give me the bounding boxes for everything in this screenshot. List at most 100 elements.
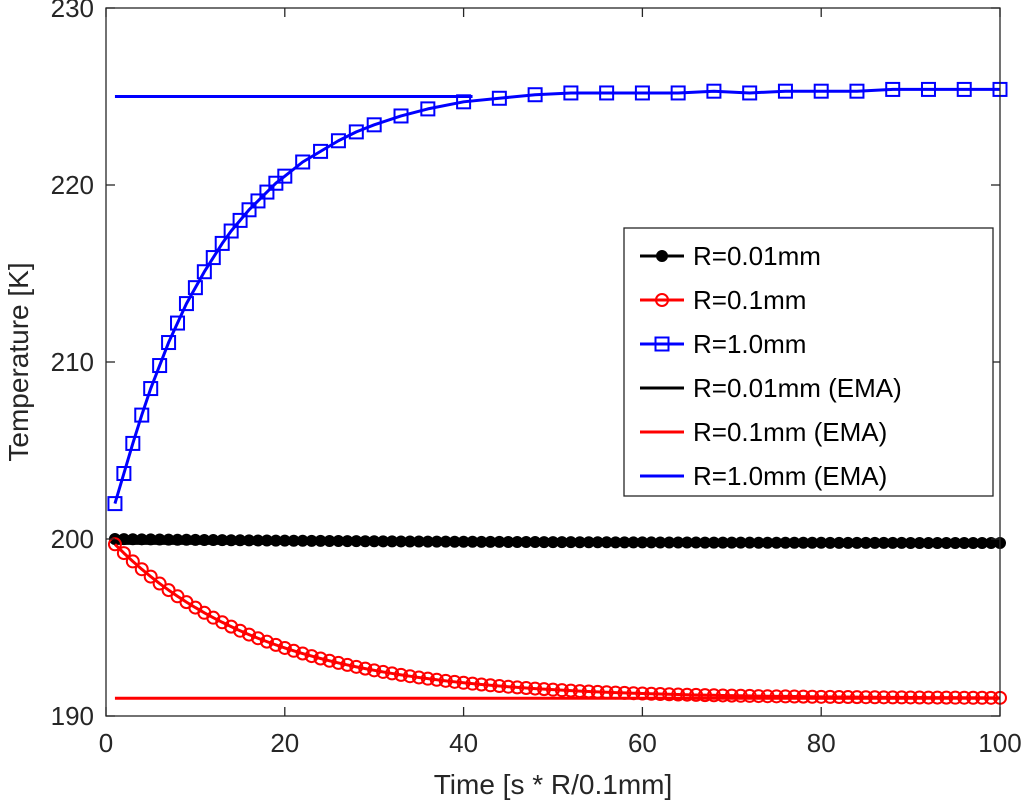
data-point [170, 315, 186, 331]
data-point [617, 685, 632, 700]
x-tick-label: 0 [99, 728, 113, 758]
legend-label: R=1.0mm (EMA) [693, 461, 887, 491]
data-point [116, 546, 131, 561]
data-point [116, 466, 132, 482]
data-point [975, 690, 990, 705]
y-axis-label: Temperature [K] [3, 262, 34, 461]
data-point [348, 124, 364, 140]
data-point [376, 664, 391, 679]
data-point [948, 690, 963, 705]
data-point [563, 85, 579, 101]
data-point [107, 496, 123, 512]
data-point [492, 679, 507, 694]
legend-marker [655, 293, 669, 307]
data-point [697, 688, 712, 703]
series-line [113, 543, 1001, 700]
tick-layer: 0 20 40 60 80 100 190 200 210 220 230 [51, 0, 1022, 758]
data-point [340, 657, 355, 672]
data-point [241, 202, 257, 218]
y-tick-label: 190 [51, 701, 94, 731]
data-point [196, 264, 212, 280]
data-point [367, 663, 382, 678]
data-point [152, 358, 168, 374]
legend: R=0.01mm R=0.1mm R=1.0mm R=0.01mm (EMA) R=0.… [623, 227, 994, 497]
data-point [769, 689, 784, 704]
data-point [295, 154, 311, 170]
data-point [152, 576, 167, 591]
data-point [358, 661, 373, 676]
data-point [491, 90, 507, 106]
data-point [411, 670, 426, 685]
y-tick-label: 220 [51, 170, 94, 200]
data-point [921, 690, 936, 705]
data-point [563, 683, 578, 698]
data-point [394, 667, 409, 682]
data-point [849, 690, 864, 705]
legend-item-2: R=1.0mm [640, 329, 806, 359]
data-point [805, 689, 820, 704]
data-point [277, 640, 292, 655]
data-point [554, 683, 569, 698]
data-point [787, 689, 802, 704]
data-point [268, 637, 283, 652]
data-point [385, 666, 400, 681]
data-point [474, 677, 489, 692]
y-tick-label: 230 [51, 0, 94, 23]
data-point [894, 690, 909, 705]
data-point [259, 184, 275, 200]
data-point [366, 117, 382, 133]
data-point [644, 686, 659, 701]
data-point [277, 168, 293, 184]
data-point [984, 690, 999, 705]
data-point [483, 678, 498, 693]
data-point [546, 682, 560, 697]
series-1 [107, 537, 1007, 705]
data-point [205, 250, 221, 266]
data-point [420, 671, 435, 686]
data-point [233, 623, 248, 638]
data-point [635, 686, 650, 701]
data-point [438, 673, 453, 688]
data-point [330, 133, 346, 149]
data-point [331, 655, 346, 670]
data-point [930, 690, 945, 705]
data-point [858, 690, 873, 705]
data-point [608, 685, 623, 700]
legend-item-4: R=0.1mm (EMA) [640, 417, 887, 447]
data-point [724, 688, 739, 703]
legend-marker [656, 250, 668, 262]
x-tick-label: 100 [978, 728, 1021, 758]
legend-label: R=0.01mm (EMA) [693, 373, 902, 403]
data-point [313, 651, 328, 666]
data-point [519, 681, 534, 696]
data-point [322, 653, 337, 668]
data-point [465, 676, 480, 691]
x-tick-label: 80 [807, 728, 836, 758]
data-point [572, 684, 587, 699]
data-point [402, 669, 417, 684]
data-point [957, 690, 972, 705]
data-point [134, 562, 149, 577]
data-point [242, 627, 257, 642]
legend-marker [654, 336, 670, 352]
data-point [680, 687, 695, 702]
legend-label: R=1.0mm [693, 329, 806, 359]
data-point [501, 679, 516, 694]
data-point [885, 81, 901, 97]
data-point [832, 689, 847, 704]
legend-item-0: R=0.01mm [640, 241, 821, 271]
data-point [912, 690, 927, 705]
series-0 [108, 533, 1006, 550]
data-point [420, 101, 436, 117]
data-point [250, 193, 266, 209]
data-point [920, 81, 936, 97]
data-point [250, 631, 265, 646]
data-point [876, 690, 891, 705]
data-point [796, 689, 811, 704]
data-point [510, 680, 525, 695]
data-point [706, 688, 721, 703]
data-point [814, 689, 829, 704]
data-point [259, 634, 274, 649]
data-point [286, 643, 301, 658]
